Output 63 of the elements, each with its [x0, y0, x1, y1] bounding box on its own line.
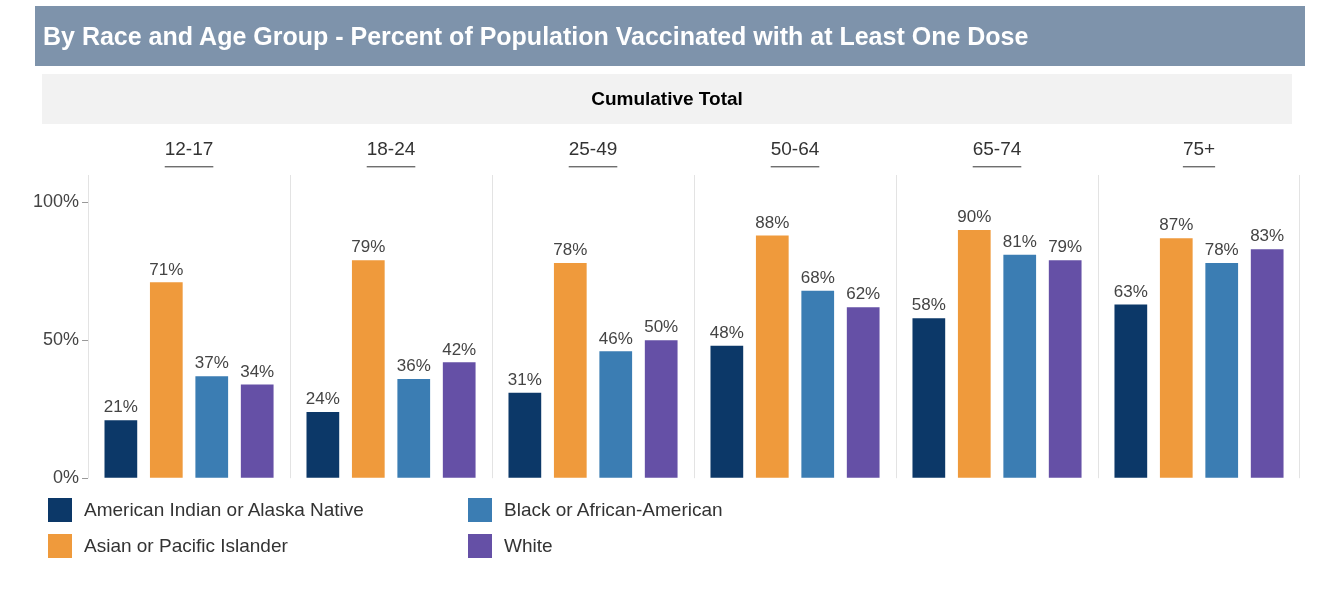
data-label: 46%	[598, 328, 633, 348]
data-label: 42%	[442, 339, 477, 359]
bar	[104, 420, 138, 478]
data-label: 90%	[957, 207, 992, 227]
bar	[1114, 304, 1148, 478]
data-label: 83%	[1250, 226, 1285, 246]
x-tick-label: 18-24	[366, 137, 416, 159]
bar	[149, 282, 183, 478]
chart-subtitle: Cumulative Total	[42, 74, 1292, 124]
bar	[1003, 254, 1037, 478]
legend-label: White	[504, 535, 553, 557]
bar	[801, 290, 835, 478]
data-label: 50%	[644, 317, 679, 337]
legend-label: American Indian or Alaska Native	[84, 499, 364, 521]
bar	[1048, 260, 1082, 478]
data-label: 81%	[1002, 231, 1037, 251]
data-label: 34%	[240, 361, 275, 381]
bar	[599, 351, 633, 478]
data-label: 87%	[1159, 215, 1194, 235]
bar	[553, 263, 587, 478]
bar	[397, 378, 431, 478]
bar	[351, 260, 385, 478]
data-label: 37%	[194, 353, 229, 373]
data-label: 68%	[800, 267, 835, 287]
bar	[1250, 249, 1284, 478]
data-label: 36%	[396, 356, 431, 376]
data-label: 78%	[553, 240, 588, 260]
bar	[1159, 238, 1193, 478]
bar	[912, 318, 946, 478]
data-label: 48%	[709, 322, 744, 342]
bar	[240, 384, 274, 478]
bar	[957, 229, 991, 478]
bar	[442, 362, 476, 478]
data-label: 24%	[305, 389, 340, 409]
bar	[644, 340, 678, 478]
bar	[846, 307, 880, 478]
legend-label: Asian or Pacific Islander	[84, 535, 288, 557]
data-label: 58%	[911, 295, 946, 315]
x-tick-label: 75+	[1182, 137, 1216, 159]
x-tick-label: 50-64	[770, 137, 820, 159]
x-tick-label: 65-74	[972, 137, 1022, 159]
data-label: 78%	[1204, 240, 1239, 260]
data-label: 88%	[755, 212, 790, 232]
data-label: 31%	[507, 369, 542, 389]
bar	[755, 235, 789, 478]
bar	[195, 376, 229, 478]
data-label: 63%	[1113, 281, 1148, 301]
y-tick-label: 50%	[43, 329, 80, 350]
data-label: 21%	[103, 397, 138, 417]
data-label: 79%	[1048, 237, 1083, 257]
x-tick-label: 25-49	[568, 137, 618, 159]
data-label: 62%	[846, 284, 881, 304]
data-label: 71%	[149, 259, 184, 279]
bar	[1205, 263, 1239, 478]
y-tick-label: 100%	[32, 191, 80, 212]
x-tick-label: 12-17	[164, 137, 214, 159]
bar	[710, 345, 744, 478]
bar	[306, 412, 340, 478]
bar	[508, 392, 542, 478]
chart-title: By Race and Age Group - Percent of Population Vaccinated with at Least One Dose	[35, 6, 1305, 66]
legend-label: Black or African-American	[504, 499, 723, 521]
y-tick-label: 0%	[53, 467, 80, 488]
data-label: 79%	[351, 237, 386, 257]
